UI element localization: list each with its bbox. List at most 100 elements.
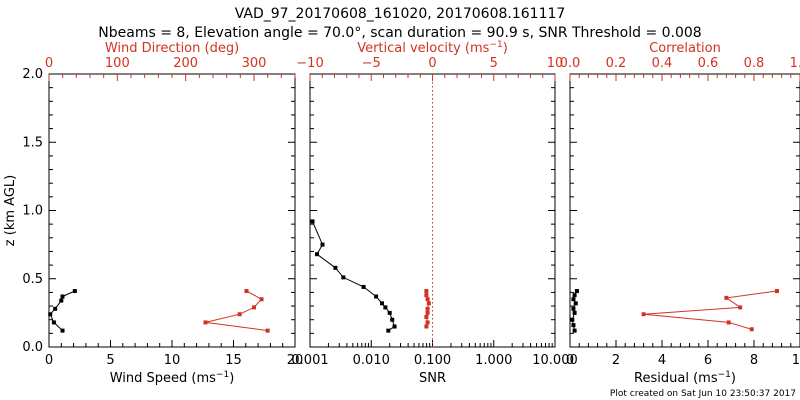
- series-0-point: [48, 312, 53, 317]
- series-0-point: [53, 306, 58, 311]
- series-0-point: [60, 328, 65, 333]
- x-bottom-tick-label: 10.000: [532, 353, 578, 368]
- y-tick-label: 1.0: [22, 204, 43, 219]
- series-0-point: [341, 275, 346, 280]
- series-0-line: [312, 221, 396, 332]
- series-0-point: [572, 310, 577, 315]
- series-0-point: [573, 301, 578, 306]
- x-top-tick-label: 10: [547, 56, 564, 71]
- series-0-point: [570, 317, 575, 322]
- series-1-point: [203, 320, 208, 325]
- x-bottom-tick-label: 20: [287, 353, 304, 368]
- plot-frame: [569, 73, 800, 348]
- series-1-point: [425, 320, 430, 325]
- x-top-tick-label: 1.0: [790, 56, 800, 71]
- series-0-point: [571, 306, 576, 311]
- x-bottom-tick-label: 0.010: [353, 353, 390, 368]
- series-0-point: [361, 284, 366, 289]
- x-bottom-tick-label: 1.000: [475, 353, 512, 368]
- y-tick-label: 0.5: [22, 272, 43, 287]
- series-1-point: [265, 328, 270, 333]
- x-bottom-tick-label: 6: [704, 353, 712, 368]
- series-0-point: [574, 289, 579, 294]
- series-1-point: [724, 295, 729, 300]
- x-bottom-axis-label: SNR: [419, 371, 446, 386]
- series-0-point: [59, 298, 64, 303]
- x-top-tick-label: 0: [428, 56, 436, 71]
- series-0-point: [390, 317, 395, 322]
- title-line-2: Nbeams = 8, Elevation angle = 70.0°, sca…: [98, 25, 701, 41]
- series-0-point: [51, 320, 56, 325]
- x-top-tick-label: 200: [173, 56, 198, 71]
- series-0-point: [387, 310, 392, 315]
- x-top-axis-label: Correlation: [649, 41, 721, 56]
- series-0-point: [572, 328, 577, 333]
- wind-panel: 0.0 0.5 1.0 1.5 2.0 z (km AGL) 0 5 10 15 20 Wind Sp…: [3, 41, 303, 386]
- series-0-point: [571, 297, 576, 302]
- y-tick-label: 0.0: [22, 340, 43, 355]
- series-1-point: [425, 306, 430, 311]
- x-top-tick-label: 0.6: [698, 56, 719, 71]
- series-0-point: [60, 294, 65, 299]
- series-1-point: [726, 320, 731, 325]
- y-tick-label: 1.5: [22, 135, 43, 150]
- x-bottom-tick-label: 5: [106, 353, 114, 368]
- x-bottom-axis-label: Residual (ms−1): [634, 370, 736, 386]
- x-bottom-tick-label: 0: [45, 353, 53, 368]
- series-0-point: [374, 294, 379, 299]
- x-bottom-tick-label: 10: [792, 353, 800, 368]
- x-top-tick-label: 5: [490, 56, 498, 71]
- x-bottom-tick-label: 0.001: [291, 353, 328, 368]
- series-0-point: [572, 293, 577, 298]
- y-tick-label: 2.0: [22, 67, 43, 82]
- series-1-point: [424, 293, 429, 298]
- vertical-velocity-panel: 0.001 0.010 0.100 1.000 10.000 SNR −10 −5 0 5 10 Ve…: [291, 40, 577, 386]
- y-axis-label: z (km AGL): [3, 175, 18, 246]
- x-top-tick-label: 0.8: [744, 56, 765, 71]
- series-1-point: [424, 324, 429, 329]
- x-bottom-tick-label: 2: [612, 353, 620, 368]
- series-0-point: [383, 305, 388, 310]
- series-1-point: [244, 289, 249, 294]
- x-bottom-tick-label: 10: [164, 353, 181, 368]
- series-1-point: [738, 305, 743, 310]
- series-1-point: [424, 289, 429, 294]
- series-0-point: [571, 323, 576, 328]
- series-0-point: [314, 252, 319, 257]
- x-top-axis-label: Wind Direction (deg): [105, 41, 239, 56]
- x-top-axis-label: Vertical velocity (ms−1): [357, 40, 508, 56]
- x-top-tick-label: 0.4: [652, 56, 673, 71]
- series-0-point: [380, 301, 385, 306]
- x-bottom-tick-label: 0: [566, 353, 574, 368]
- series-1-point: [259, 297, 264, 302]
- series-1-point: [237, 312, 242, 317]
- x-bottom-axis-label: Wind Speed (ms−1): [110, 370, 235, 386]
- x-bottom-tick-label: 4: [658, 353, 666, 368]
- footer-timestamp: Plot created on Sat Jun 10 23:50:37 2017: [610, 389, 796, 399]
- x-top-tick-label: 0.0: [560, 56, 581, 71]
- series-1-point: [425, 297, 430, 302]
- x-bottom-tick-label: 8: [750, 353, 758, 368]
- series-1-point: [424, 314, 429, 319]
- plot-frame: [48, 73, 296, 348]
- series-1-point: [425, 310, 430, 315]
- series-0-point: [320, 242, 325, 247]
- series-0-point: [333, 265, 338, 270]
- x-bottom-tick-label: 15: [225, 353, 242, 368]
- series-0-point: [392, 324, 397, 329]
- x-top-tick-label: 100: [105, 56, 130, 71]
- x-top-tick-label: 300: [242, 56, 267, 71]
- series-1-line: [643, 290, 778, 330]
- x-top-tick-label: 0: [45, 56, 53, 71]
- series-1-point: [775, 289, 779, 294]
- title-line-1: VAD_97_20170608_161020, 20170608.161117: [235, 6, 566, 22]
- series-1-point: [252, 305, 256, 310]
- series-1-point: [749, 327, 754, 332]
- series-1-line: [205, 290, 268, 332]
- x-top-tick-label: −10: [296, 56, 323, 71]
- series-1-point: [641, 312, 646, 317]
- series-0-point: [72, 289, 77, 294]
- x-bottom-tick-label: 0.100: [414, 353, 451, 368]
- x-top-tick-label: −5: [362, 56, 381, 71]
